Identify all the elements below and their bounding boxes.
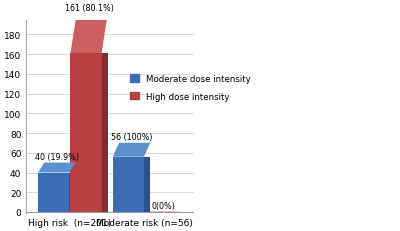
Bar: [70, 54, 102, 212]
Text: 56 (100%): 56 (100%): [111, 133, 152, 142]
Text: 0(0%): 0(0%): [152, 201, 176, 210]
Polygon shape: [102, 54, 108, 212]
Bar: [38, 173, 69, 212]
Polygon shape: [70, 14, 108, 54]
Legend: Moderate dose intensity, High dose intensity: Moderate dose intensity, High dose inten…: [127, 71, 254, 105]
Text: 161 (80.1%): 161 (80.1%): [65, 3, 114, 12]
Polygon shape: [38, 163, 76, 173]
Polygon shape: [69, 173, 76, 212]
Bar: [113, 157, 144, 212]
Text: 40 (19.9%): 40 (19.9%): [35, 152, 79, 161]
Polygon shape: [113, 143, 150, 157]
Polygon shape: [144, 157, 150, 212]
